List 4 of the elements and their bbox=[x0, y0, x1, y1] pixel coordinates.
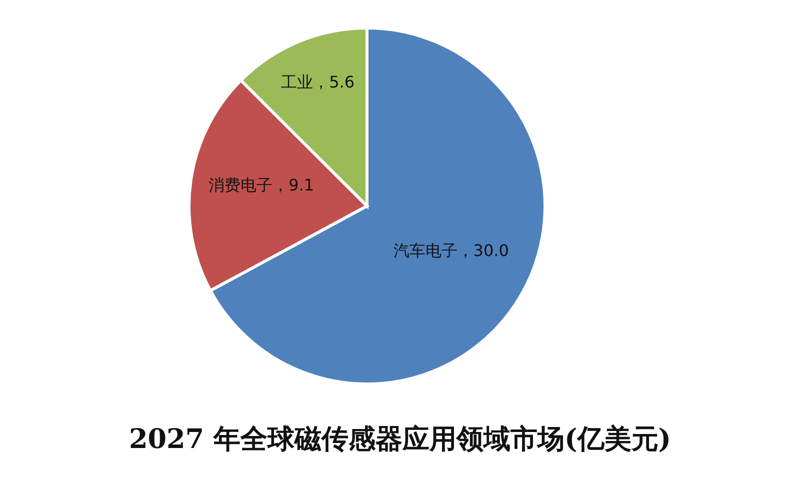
slice-label: 消费电子，9.1 bbox=[208, 176, 314, 195]
slice-label: 汽车电子，30.0 bbox=[393, 241, 509, 260]
text: 2027 年全球磁传感器应用领域市场(亿美元) bbox=[128, 424, 672, 455]
slice-label: 工业，5.6 bbox=[281, 72, 355, 92]
